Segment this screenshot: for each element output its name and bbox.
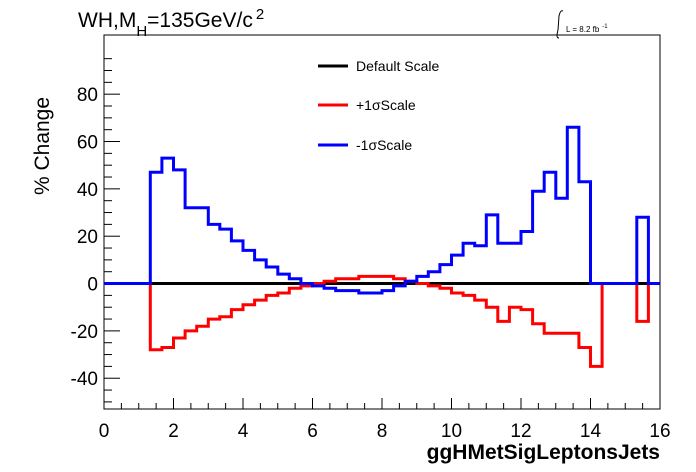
y-axis-title: % Change (31, 97, 54, 195)
legend-label-minus1sigma: -1σScale (356, 137, 412, 153)
y-axis: -40 -20 0 20 40 60 80 (71, 58, 120, 403)
x-tick-label: 6 (307, 421, 318, 442)
svg-text:L = 8.2 fb-1: L = 8.2 fb -1 (566, 24, 608, 34)
y-tick-label: 60 (77, 133, 98, 154)
x-axis: 0 2 4 6 8 10 12 14 16 (99, 398, 671, 442)
x-tick-label: 12 (510, 421, 531, 442)
series-minus1sigma-scale (104, 125, 660, 295)
series-plus1sigma-scale (104, 274, 660, 368)
legend-label-plus1sigma: +1σScale (356, 97, 416, 113)
x-tick-label: 16 (649, 421, 670, 442)
x-tick-label: 0 (99, 421, 110, 442)
x-axis-title: ggHMetSigLeptonsJets (427, 441, 660, 464)
legend-label-default: Default Scale (356, 58, 439, 74)
luminosity-label: L = 8.2 fb -1 (556, 10, 608, 39)
plot-frame (103, 34, 661, 410)
x-tick-label: 10 (441, 421, 462, 442)
y-tick-label: -40 (71, 369, 98, 390)
x-tick-label: 2 (168, 421, 179, 442)
y-tick-label: 0 (87, 275, 98, 296)
series-layer (104, 125, 660, 368)
y-tick-label: -20 (71, 322, 98, 343)
x-tick-label: 4 (238, 421, 249, 442)
y-tick-label: 40 (77, 180, 98, 201)
integral-icon (556, 10, 564, 39)
x-tick-label: 14 (580, 421, 602, 442)
y-tick-label: 20 (77, 227, 98, 248)
chart-title: WH,MH=135GeV/c 2 (78, 6, 264, 40)
y-tick-label: 80 (77, 85, 98, 106)
legend: Default Scale +1σScale -1σScale (318, 58, 439, 153)
x-tick-label: 8 (377, 421, 388, 442)
